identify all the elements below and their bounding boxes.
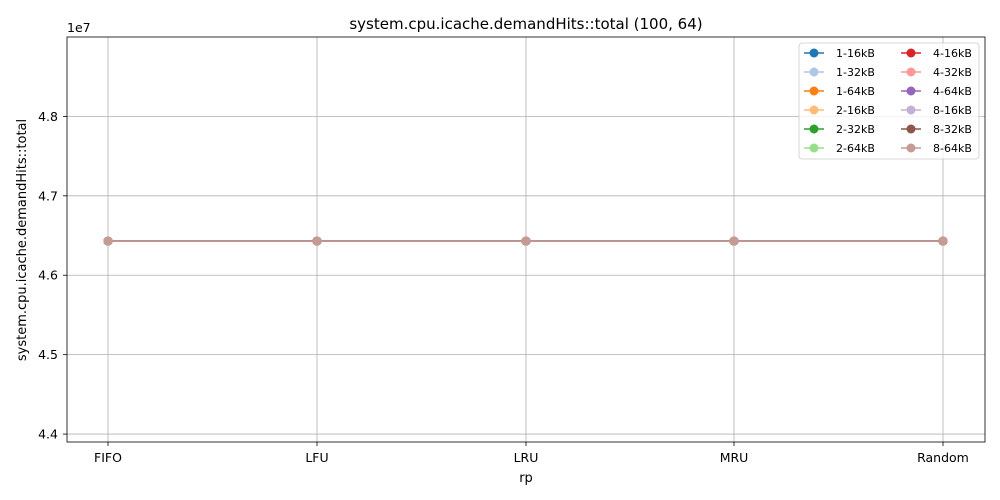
legend-entry-label: 2-32kB bbox=[836, 123, 875, 136]
data-point bbox=[938, 236, 948, 246]
axes: FIFO LFU LRU MRU Random 4.4 4.5 4.6 4.7 4.8 bbox=[38, 109, 969, 465]
y-tick-label: 4.8 bbox=[38, 109, 58, 124]
legend-marker bbox=[906, 86, 916, 96]
data-point bbox=[103, 236, 113, 246]
legend-marker bbox=[809, 143, 819, 153]
legend-marker bbox=[809, 48, 819, 58]
legend-marker bbox=[906, 105, 916, 115]
legend-entry-label: 4-32kB bbox=[933, 66, 972, 79]
y-tick-label: 4.7 bbox=[38, 188, 58, 203]
legend-box bbox=[798, 42, 980, 160]
legend-entry-label: 8-16kB bbox=[933, 104, 972, 117]
series-group bbox=[103, 236, 948, 246]
y-axis-label: system.cpu.icache.demandHits::total bbox=[15, 119, 30, 361]
y-tick-label: 4.6 bbox=[38, 268, 58, 283]
chart-title: system.cpu.icache.demandHits::total (100… bbox=[349, 15, 702, 33]
x-tick-label: MRU bbox=[720, 450, 749, 465]
legend-marker bbox=[809, 67, 819, 77]
legend-marker bbox=[906, 143, 916, 153]
legend-entry-label: 1-16kB bbox=[836, 47, 875, 60]
legend-entry-label: 1-64kB bbox=[836, 85, 875, 98]
x-tick-label: LRU bbox=[514, 450, 539, 465]
legend-marker bbox=[906, 48, 916, 58]
data-point bbox=[521, 236, 531, 246]
legend-entry-label: 4-64kB bbox=[933, 85, 972, 98]
legend: 1-16kB 1-32kB 1-64kB 2-16kB 2-32kB 2-64kB 4-16… bbox=[798, 42, 980, 160]
legend-entry-label: 2-16kB bbox=[836, 104, 875, 117]
legend-marker bbox=[906, 124, 916, 134]
legend-entry-label: 2-64kB bbox=[836, 142, 875, 155]
x-axis-label: rp bbox=[519, 471, 533, 486]
x-tick-label: Random bbox=[917, 450, 969, 465]
y-axis-offset-label: 1e7 bbox=[67, 20, 91, 35]
x-tick-label: FIFO bbox=[94, 450, 122, 465]
series-8-64kB bbox=[103, 236, 948, 246]
legend-entry-label: 4-16kB bbox=[933, 47, 972, 60]
x-tick-label: LFU bbox=[305, 450, 328, 465]
legend-marker bbox=[809, 124, 819, 134]
legend-entry-label: 8-64kB bbox=[933, 142, 972, 155]
legend-marker bbox=[809, 86, 819, 96]
y-tick-label: 4.5 bbox=[38, 347, 58, 362]
legend-entry-label: 1-32kB bbox=[836, 66, 875, 79]
legend-marker bbox=[906, 67, 916, 77]
data-point bbox=[729, 236, 739, 246]
legend-entry-label: 8-32kB bbox=[933, 123, 972, 136]
y-tick-label: 4.4 bbox=[38, 427, 58, 442]
legend-marker bbox=[809, 105, 819, 115]
data-point bbox=[312, 236, 322, 246]
